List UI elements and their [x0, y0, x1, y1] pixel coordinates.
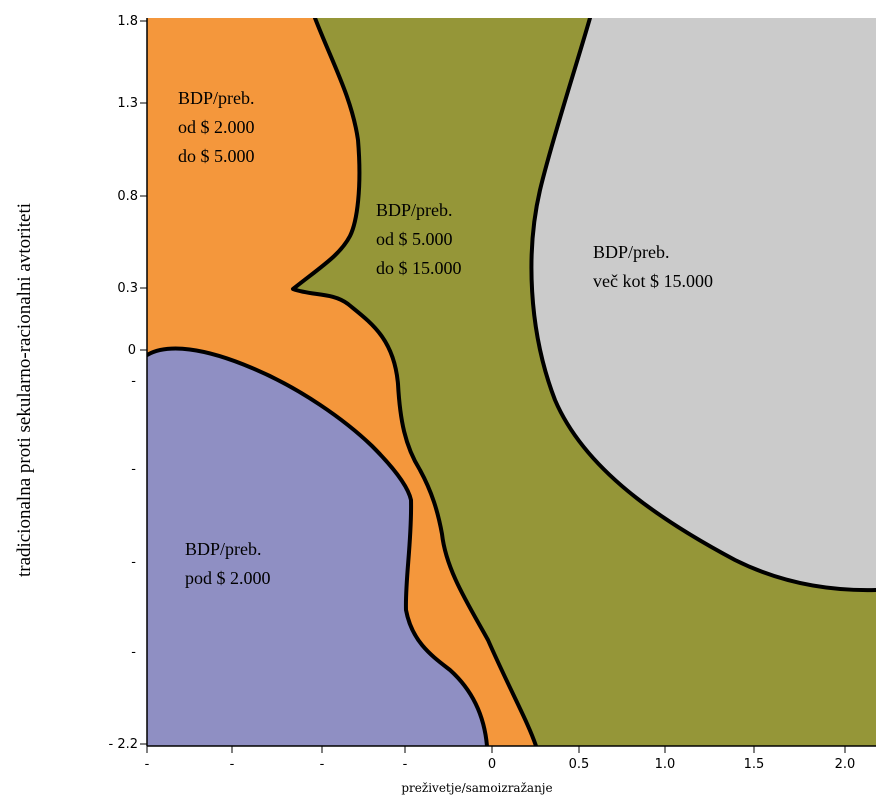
- region-label-gray: BDP/preb. več kot $ 15.000: [593, 242, 713, 291]
- x-ticks: - - - - 0 0.5 1.0 1.5 2.0: [145, 746, 856, 772]
- plot-area: [147, 18, 876, 746]
- region-label-blue: BDP/preb. pod $ 2.000: [185, 539, 271, 588]
- y-tick-label: -: [131, 462, 136, 477]
- x-tick-label: 1.5: [744, 757, 765, 772]
- y-tick-label: -: [131, 555, 136, 570]
- y-tick-label: 1.3: [117, 96, 138, 111]
- x-tick-label: -: [320, 757, 325, 772]
- region-label-line: BDP/preb.: [178, 88, 255, 108]
- y-tick-label: 1.8: [117, 14, 138, 29]
- y-tick-label: 0: [128, 343, 136, 358]
- x-tick-label: -: [230, 757, 235, 772]
- region-label-line: od $ 5.000: [376, 229, 453, 249]
- region-label-line: do $ 15.000: [376, 258, 462, 278]
- y-tick-label: -: [131, 374, 136, 389]
- region-label-line: BDP/preb.: [185, 539, 262, 559]
- y-tick-label: - 2.2: [109, 737, 139, 752]
- boundary-gray: [529, 18, 876, 593]
- x-tick-label: -: [403, 757, 408, 772]
- y-tick-label: -: [131, 645, 136, 660]
- region-blue: [147, 348, 487, 746]
- x-tick-label: 1.0: [655, 757, 676, 772]
- boundary-blue: [147, 346, 489, 746]
- region-label-orange: BDP/preb. od $ 2.000 do $ 5.000: [178, 88, 259, 166]
- boundary-orange-olive: [291, 18, 538, 746]
- region-gray: [531, 18, 876, 591]
- y-tick-label: 0.8: [117, 189, 138, 204]
- region-label-line: BDP/preb.: [376, 200, 453, 220]
- region-label-line: pod $ 2.000: [185, 568, 271, 588]
- y-ticks: 1.8 1.3 0.8 0.3 0 - - - - - 2.2: [109, 14, 147, 752]
- x-axis-title: preživetje/samoizražanje: [401, 781, 552, 795]
- region-label-line: BDP/preb.: [593, 242, 670, 262]
- x-tick-label: 0: [488, 757, 496, 772]
- x-tick-label: 0.5: [569, 757, 590, 772]
- region-label-line: do $ 5.000: [178, 146, 255, 166]
- region-label-line: več kot $ 15.000: [593, 271, 713, 291]
- region-label-line: od $ 2.000: [178, 117, 255, 137]
- x-tick-label: -: [145, 757, 150, 772]
- x-tick-label: 2.0: [835, 757, 856, 772]
- y-axis-title: tradicionalna proti sekularno-racionalni…: [14, 203, 35, 577]
- y-tick-label: 0.3: [117, 281, 138, 296]
- region-label-olive: BDP/preb. od $ 5.000 do $ 15.000: [376, 200, 462, 278]
